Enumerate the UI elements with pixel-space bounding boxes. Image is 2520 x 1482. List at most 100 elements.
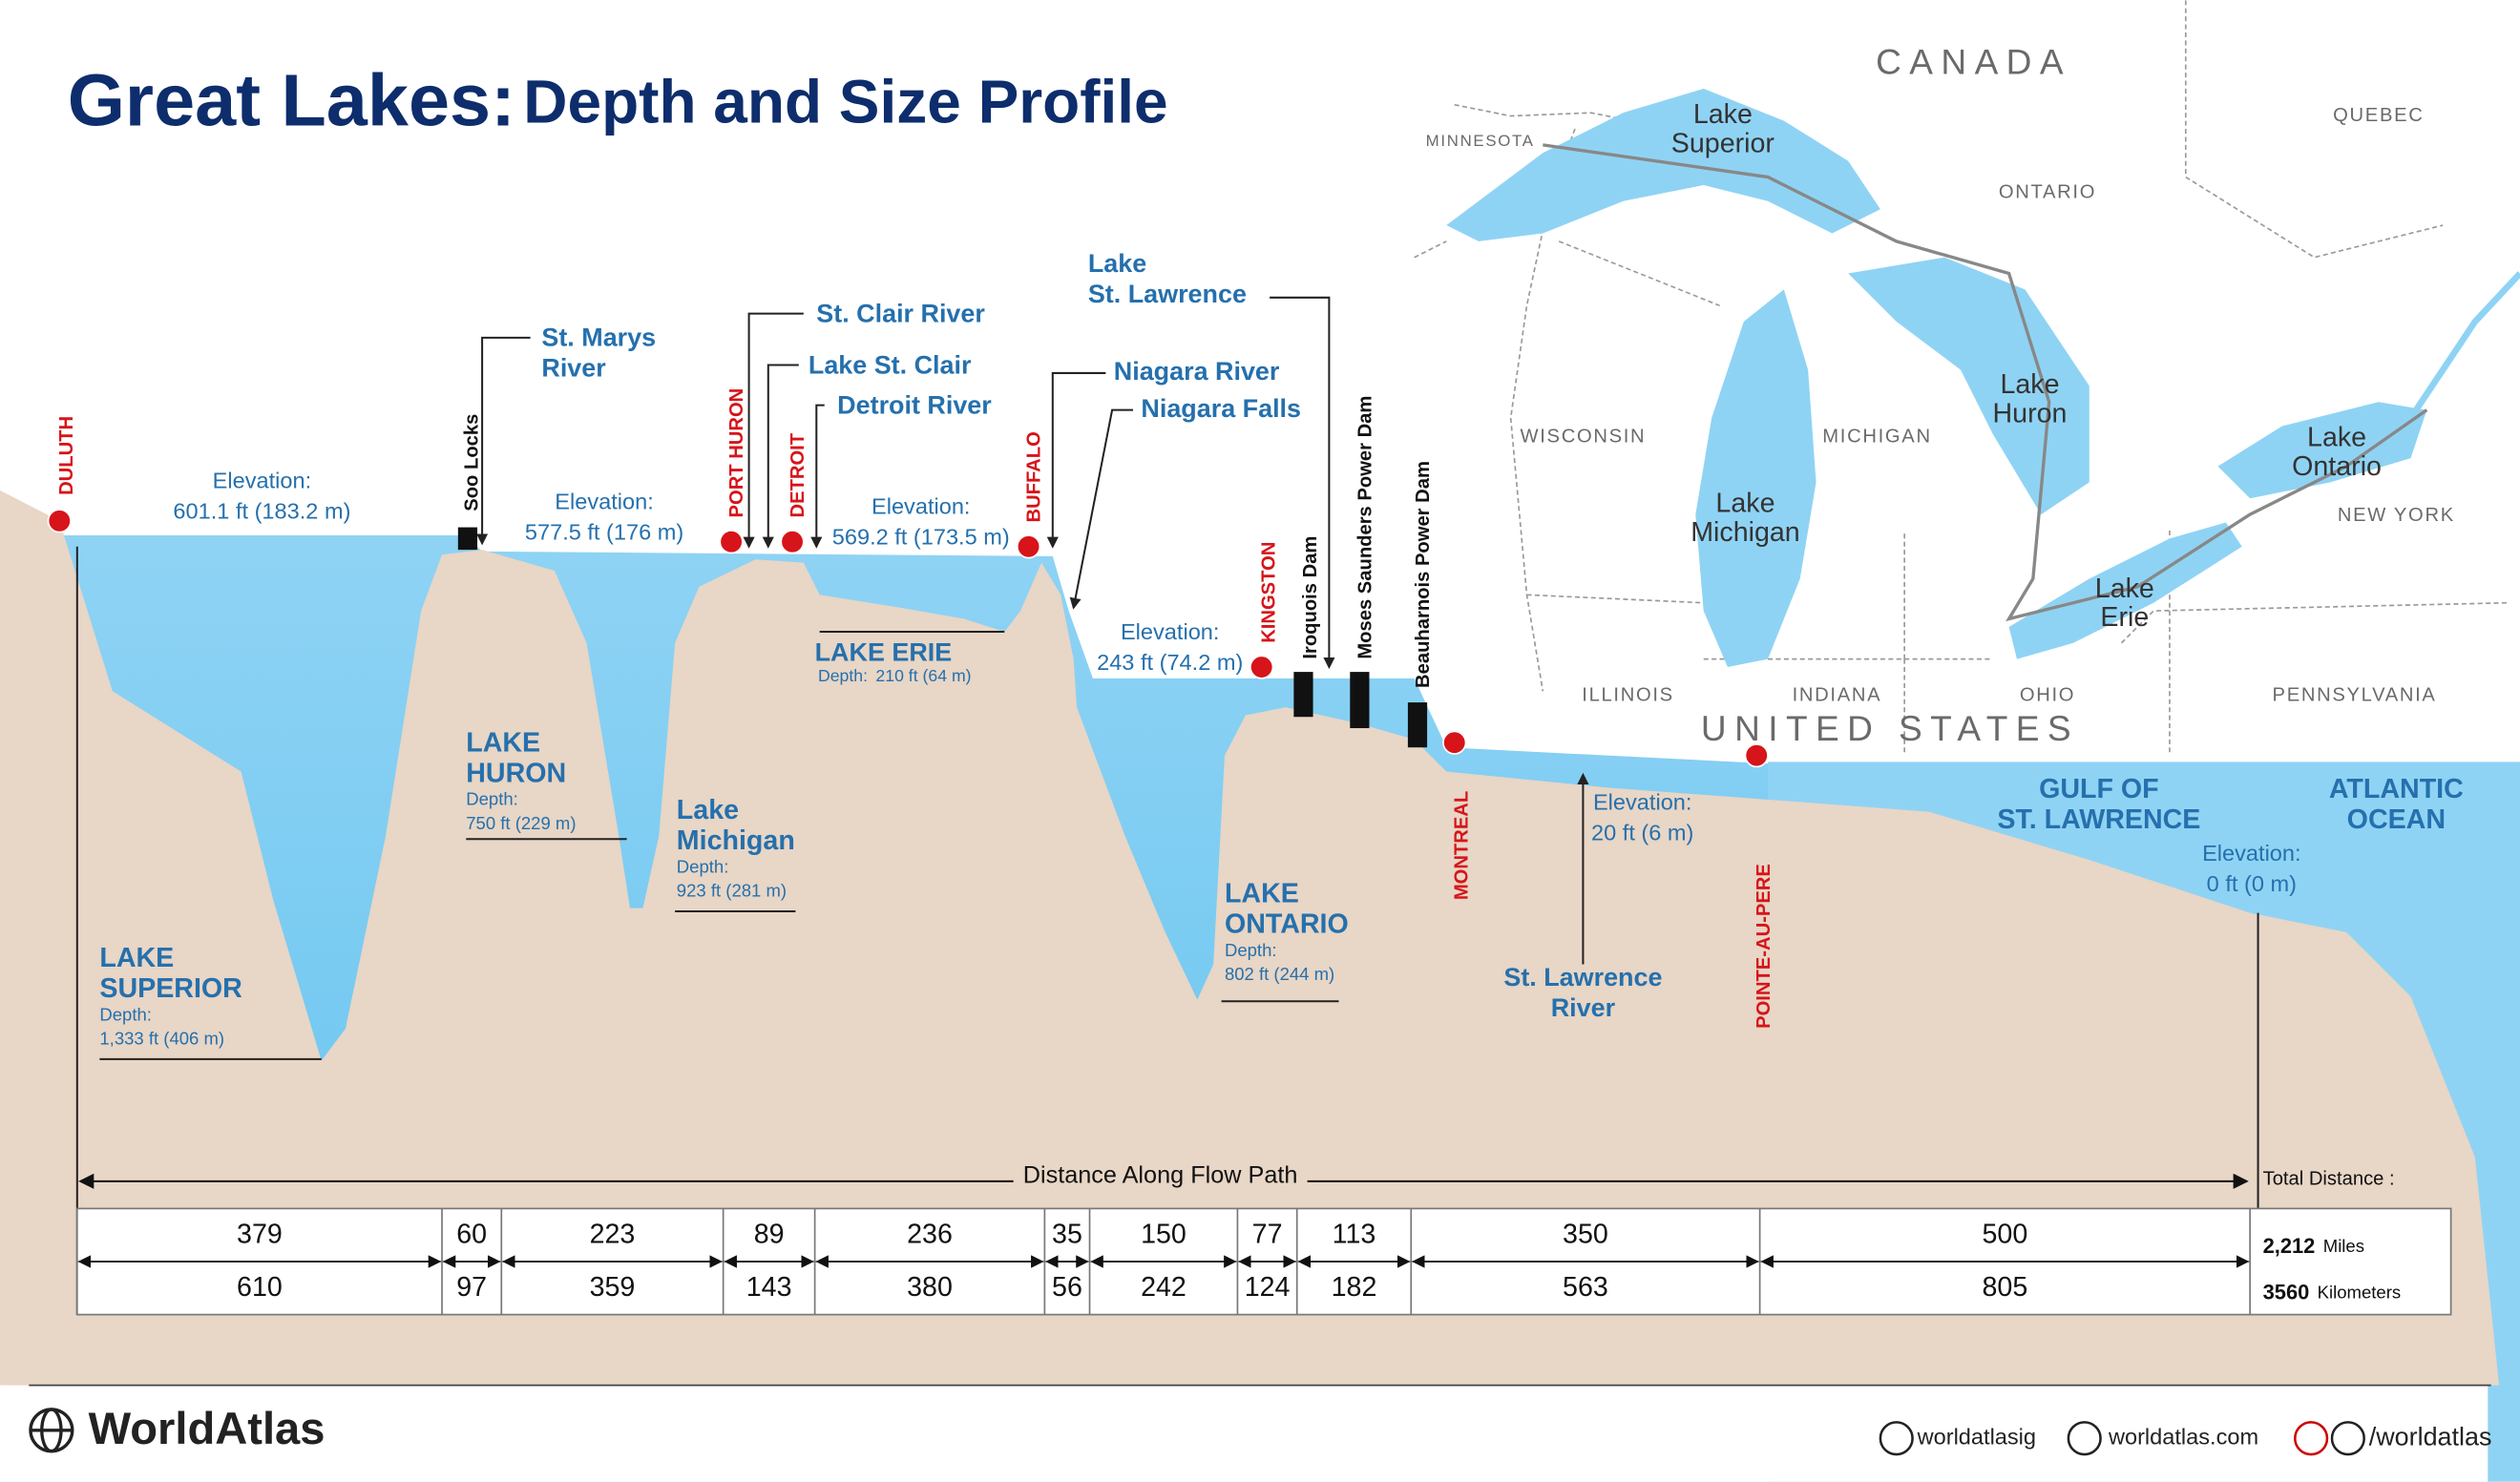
map-region: ONTARIO (1999, 182, 2096, 203)
map-region: CANADA (1876, 41, 2071, 81)
map-region: OHIO (2020, 685, 2075, 706)
elevation-value: 20 ft (6 m) (1591, 820, 1693, 845)
map-lake-label: Lake (2095, 574, 2154, 604)
km-cell: 242 (1141, 1272, 1186, 1303)
social-link[interactable]: /worldatlas (2369, 1422, 2492, 1451)
map-region: NEW YORK (2338, 505, 2455, 526)
map-lake-huron (1848, 257, 2090, 515)
map-lake-label: Superior (1671, 128, 1775, 158)
city-label: POINTE-AU-PERE (1754, 864, 1774, 1029)
elevation-label: Elevation: (1593, 789, 1691, 814)
total-miles: 2,212 Miles (2263, 1234, 2364, 1258)
city-label: MONTREAL (1451, 791, 1472, 900)
label-part: Great Lakes: (68, 60, 515, 142)
waterway-label: Detroit River (837, 390, 992, 419)
lake-name: Michigan (677, 825, 795, 856)
elevation-value: 601.1 ft (183.2 m) (173, 499, 350, 524)
lake-name: SUPERIOR (99, 973, 242, 1004)
lake-name: LAKE (1225, 879, 1299, 909)
lake-name: LAKE (466, 727, 540, 758)
miles-cell: 150 (1141, 1220, 1186, 1250)
map-lake-label: Michigan (1690, 517, 1800, 548)
elevation-label: Elevation: (213, 469, 311, 493)
map-lake-superior (1446, 88, 1880, 241)
lake-depth: 750 ft (229 m) (466, 813, 576, 833)
instagram-link[interactable]: worldatlasig (1917, 1424, 2036, 1449)
waterway-label: Lake (1088, 249, 1146, 278)
map-region: UNITED STATES (1701, 708, 2079, 748)
miles-cell: 35 (1052, 1220, 1082, 1250)
website-link[interactable]: worldatlas.com (2108, 1424, 2258, 1449)
waterway-label: River (541, 354, 606, 383)
terrain (0, 490, 2500, 1386)
label-part: 3560 (2263, 1280, 2310, 1304)
flow-path (1543, 143, 2428, 622)
elevation-label: Elevation: (1121, 619, 1219, 644)
title-bg (1013, 1161, 1308, 1189)
map-lake-michigan (1695, 289, 1816, 668)
map-lake-label: Lake (2000, 369, 2059, 400)
label-part: Miles (2323, 1236, 2364, 1256)
structure-label: Beauharnois Power Dam (1413, 461, 1434, 688)
lake-depth-label: Depth: (99, 1004, 152, 1024)
miles-cell: 500 (1983, 1220, 2028, 1250)
miles-cell: 60 (456, 1220, 487, 1250)
map-lake-label: Lake (1693, 99, 1753, 130)
total-label: Total Distance : (2263, 1168, 2395, 1189)
label-part: 210 ft (64 m) (875, 666, 971, 685)
km-cell: 124 (1245, 1272, 1291, 1303)
map-region: WISCONSIN (1521, 427, 1647, 448)
sea-label: OCEAN (2347, 804, 2446, 835)
km-cell: 97 (456, 1272, 487, 1303)
lake-depth: 802 ft (244 m) (1225, 964, 1334, 984)
lake-depth-label: Depth: (1225, 940, 1277, 960)
km-cell: 182 (1332, 1272, 1377, 1303)
facebook-icon[interactable] (2330, 1421, 2365, 1456)
waterway-label: St. Marys (541, 324, 656, 352)
map-region: QUEBEC (2333, 105, 2424, 126)
structure-label: Moses Saunders Power Dam (1354, 396, 1376, 659)
elevation-label: Elevation: (872, 494, 970, 519)
elevation-value: 243 ft (74.2 m) (1097, 650, 1243, 675)
miles-cell: 77 (1252, 1220, 1283, 1250)
km-cell: 563 (1563, 1272, 1608, 1303)
distance-title: Distance Along Flow Path (1023, 1161, 1298, 1188)
lake-depth-label: Depth: (466, 789, 518, 809)
map-region: INDIANA (1793, 685, 1882, 706)
km-cell: 380 (907, 1272, 953, 1303)
map-lake-label: Ontario (2292, 451, 2382, 482)
miles-cell: 223 (590, 1220, 636, 1250)
lake-name: ONTARIO (1225, 909, 1349, 940)
map-lake-label: Erie (2100, 602, 2149, 633)
waterway-label: St. Lawrence (1088, 280, 1247, 308)
miles-cell: 236 (907, 1220, 953, 1250)
map-region: MINNESOTA (1426, 132, 1535, 150)
waterway-label: Niagara River (1114, 357, 1280, 386)
map-lake-label: Lake (1715, 489, 1774, 519)
web-icon[interactable] (2067, 1421, 2102, 1456)
structure-label: Iroquois Dam (1300, 536, 1321, 659)
map-region: PENNSYLVANIA (2273, 685, 2437, 706)
sea-label: ST. LAWRENCE (1997, 804, 2200, 835)
sea-label: ATLANTIC (2329, 774, 2464, 804)
instagram-icon[interactable] (1879, 1421, 1914, 1456)
lake-depth: Depth: 210 ft (64 m) (818, 666, 972, 685)
lake-name: LAKE ERIE (815, 638, 953, 667)
map (1414, 0, 2520, 756)
label-part: Depth and Size Profile (523, 67, 1167, 136)
elevation-value: 569.2 ft (173.5 m) (832, 525, 1010, 550)
elevation-value: 0 ft (0 m) (2207, 871, 2297, 896)
elevation-label: Elevation: (2202, 841, 2300, 866)
youtube-icon[interactable] (2294, 1421, 2329, 1456)
miles-cell: 379 (237, 1220, 283, 1250)
borders (1414, 0, 2508, 756)
map-region: MICHIGAN (1822, 427, 1931, 448)
map-river (2407, 271, 2520, 420)
city-label: DULUTH (56, 416, 77, 495)
structures (457, 527, 1428, 748)
structure-label: Soo Locks (461, 414, 482, 511)
globe-icon (29, 1408, 74, 1453)
miles-cell: 89 (754, 1220, 785, 1250)
